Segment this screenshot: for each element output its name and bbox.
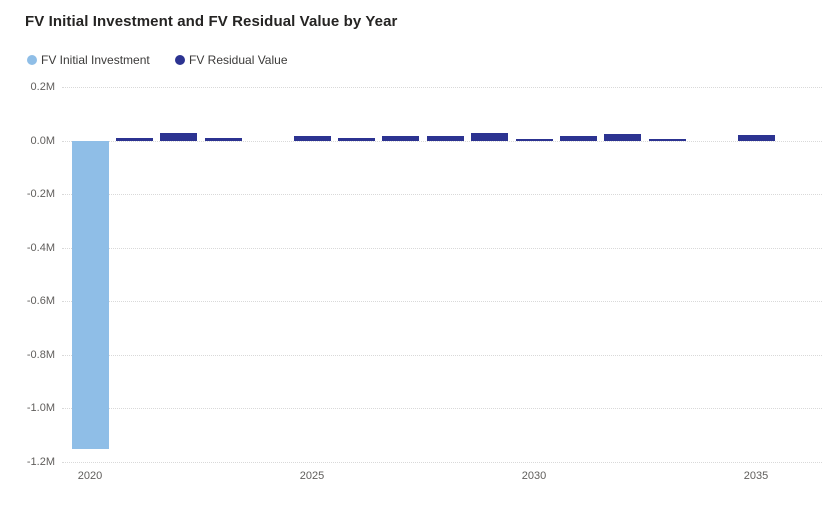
legend-item-fv-initial-investment[interactable]: FV Initial Investment: [27, 52, 150, 68]
bar-fv-residual-value-2025[interactable]: [294, 136, 331, 141]
x-axis-label: 2020: [77, 470, 103, 482]
bar-fv-residual-value-2028[interactable]: [427, 136, 464, 141]
y-axis-label: -0.4M: [26, 241, 55, 254]
y-axis-label: -0.8M: [26, 348, 55, 361]
gridline: [62, 87, 822, 88]
bar-fv-initial-investment-2020[interactable]: [72, 141, 109, 449]
legend: FV Initial Investment FV Residual Value: [0, 52, 828, 68]
legend-dot-icon: [27, 55, 37, 65]
y-axis-label: 0.2M: [30, 81, 55, 93]
bar-fv-residual-value-2029[interactable]: [471, 133, 508, 141]
y-axis-label: 0.0M: [30, 134, 55, 147]
y-axis-label: -1.0M: [26, 402, 55, 415]
gridline: [62, 354, 822, 356]
x-axis-label: 2030: [521, 470, 547, 482]
gridline: [62, 247, 822, 249]
gridline: [62, 194, 822, 196]
bar-fv-residual-value-2021[interactable]: [116, 138, 153, 141]
x-axis-label: 2035: [743, 470, 769, 482]
bar-fv-residual-value-2022[interactable]: [160, 133, 197, 141]
gridline: [62, 301, 822, 303]
gridline: [62, 462, 822, 463]
gridline: [62, 140, 822, 142]
legend-label: FV Initial Investment: [41, 53, 150, 67]
legend-label: FV Residual Value: [189, 53, 288, 67]
y-axis-label: -1.2M: [26, 456, 55, 468]
gridline: [62, 408, 822, 410]
legend-dot-icon: [175, 55, 185, 65]
y-axis-label: -0.6M: [26, 295, 55, 308]
bar-fv-residual-value-2031[interactable]: [560, 136, 597, 141]
bar-fv-residual-value-2030[interactable]: [516, 139, 553, 141]
bar-fv-residual-value-2026[interactable]: [338, 138, 375, 141]
bar-fv-residual-value-2023[interactable]: [205, 138, 242, 141]
bar-fv-residual-value-2032[interactable]: [604, 134, 641, 141]
y-axis-label: -0.2M: [26, 188, 55, 201]
legend-item-fv-residual-value[interactable]: FV Residual Value: [175, 52, 288, 68]
chart-title: FV Initial Investment and FV Residual Va…: [25, 13, 398, 30]
bar-fv-residual-value-2033[interactable]: [649, 139, 686, 141]
x-axis-label: 2025: [299, 470, 325, 482]
bar-fv-residual-value-2035[interactable]: [738, 135, 775, 141]
bar-fv-residual-value-2027[interactable]: [382, 136, 419, 141]
